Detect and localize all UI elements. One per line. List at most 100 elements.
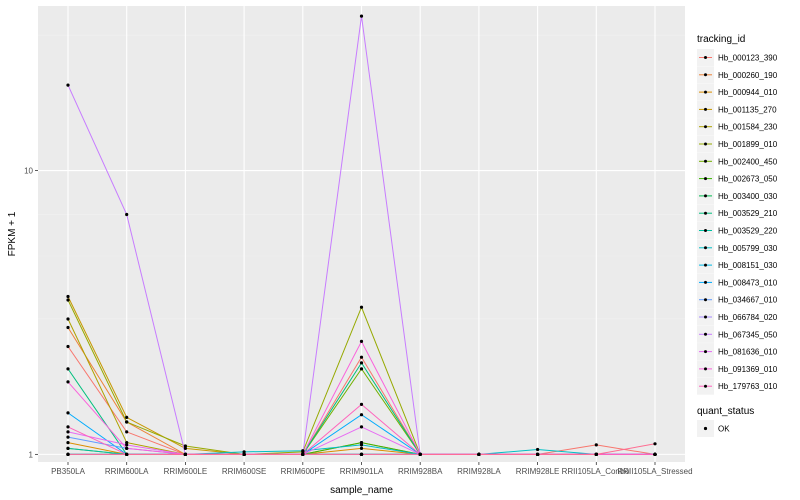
point-legend-key bbox=[697, 420, 714, 437]
legend-point bbox=[704, 350, 707, 354]
data-point bbox=[125, 420, 129, 424]
legend-label: Hb_000944_010 bbox=[718, 88, 778, 97]
x-tick-label: RRIM600PE bbox=[281, 467, 325, 476]
legend-point bbox=[704, 298, 707, 302]
data-point bbox=[418, 452, 422, 456]
data-point bbox=[359, 367, 364, 371]
legend-point bbox=[704, 107, 707, 111]
legend-point bbox=[704, 384, 707, 388]
x-tick-label: RRIM928LE bbox=[516, 467, 560, 476]
data-point bbox=[359, 305, 364, 309]
data-point bbox=[125, 212, 129, 217]
legend-point bbox=[704, 211, 707, 215]
data-point bbox=[242, 450, 246, 454]
legend-label: Hb_003400_030 bbox=[718, 192, 778, 201]
y-tick-label: 10 bbox=[24, 167, 33, 176]
data-points bbox=[66, 14, 657, 456]
data-point bbox=[66, 435, 70, 439]
data-point bbox=[66, 298, 70, 302]
x-tick-label: RRIM928LA bbox=[457, 467, 501, 476]
x-tick-label: RRIM928BA bbox=[398, 467, 443, 476]
legend-point bbox=[704, 367, 707, 371]
data-point bbox=[594, 443, 598, 447]
legend-items: Hb_000123_390 Hb_000260_190 Hb_000944_010 H… bbox=[697, 49, 778, 395]
data-point bbox=[536, 447, 540, 452]
data-point bbox=[183, 446, 187, 450]
legend-label: Hb_001584_230 bbox=[718, 123, 778, 132]
data-point bbox=[125, 446, 129, 450]
legend-label: Hb_002673_050 bbox=[718, 175, 778, 184]
data-point bbox=[359, 425, 364, 429]
point-legend-swatch bbox=[703, 426, 708, 431]
data-point bbox=[359, 339, 364, 343]
legend-label: Hb_081636_010 bbox=[718, 348, 778, 357]
legend-label: Hb_001135_270 bbox=[718, 105, 777, 114]
legend-label: Hb_008473_010 bbox=[718, 278, 778, 287]
legend-label: Hb_034667_010 bbox=[718, 296, 778, 305]
y-tick-label: 1 bbox=[29, 450, 34, 459]
data-point bbox=[66, 294, 70, 299]
data-point bbox=[359, 413, 364, 417]
data-point bbox=[359, 446, 364, 450]
data-point bbox=[359, 402, 364, 406]
legend-point bbox=[704, 315, 707, 319]
data-point bbox=[66, 380, 70, 384]
legend-point bbox=[704, 73, 707, 77]
legend-point bbox=[704, 90, 707, 94]
data-point bbox=[183, 452, 187, 456]
data-point bbox=[125, 430, 129, 434]
data-point bbox=[66, 411, 70, 415]
data-point bbox=[359, 443, 364, 447]
data-point bbox=[125, 452, 129, 456]
legend-label: Hb_008151_030 bbox=[718, 261, 778, 270]
y-axis-label: FPKM + 1 bbox=[7, 211, 18, 256]
data-point bbox=[66, 441, 70, 445]
legend-label: Hb_005799_030 bbox=[718, 244, 778, 253]
point-legend-title: quant_status bbox=[697, 406, 754, 417]
legend-label: Hb_179763_010 bbox=[718, 382, 778, 391]
legend-label: Hb_003529_210 bbox=[718, 209, 778, 218]
data-point bbox=[359, 361, 364, 365]
data-point bbox=[359, 14, 364, 18]
data-point bbox=[125, 415, 129, 419]
data-point bbox=[66, 83, 70, 87]
data-point bbox=[359, 452, 364, 456]
data-point bbox=[66, 425, 70, 429]
legend-point bbox=[704, 56, 707, 59]
legend-point bbox=[704, 125, 707, 129]
data-point bbox=[66, 446, 70, 450]
x-tick-label: RRIM600SE bbox=[222, 467, 266, 476]
data-point bbox=[66, 344, 70, 349]
legend-point bbox=[704, 159, 707, 163]
data-point bbox=[653, 452, 657, 456]
legend-point bbox=[704, 177, 707, 181]
data-point bbox=[125, 441, 129, 445]
legend-label: Hb_001899_010 bbox=[718, 140, 778, 149]
grid bbox=[38, 6, 685, 462]
legend-point bbox=[704, 280, 707, 284]
legend-label: Hb_002400_450 bbox=[718, 157, 778, 166]
legend-point bbox=[704, 332, 707, 336]
x-tick-label: RRII105LA_Stressed bbox=[617, 467, 692, 476]
x-tick-label: PB350LA bbox=[51, 467, 85, 476]
data-point bbox=[125, 443, 129, 447]
x-tick-label: RRII105LA_Control bbox=[562, 467, 632, 476]
data-point bbox=[359, 355, 364, 359]
legend-label: Hb_067345_050 bbox=[718, 330, 778, 339]
data-point bbox=[301, 449, 305, 453]
legend-title: tracking_id bbox=[697, 34, 745, 45]
legend-point bbox=[704, 246, 707, 250]
data-point bbox=[477, 452, 481, 456]
legend-label: Hb_066784_020 bbox=[718, 313, 778, 322]
legend-label: Hb_000123_390 bbox=[718, 54, 778, 63]
legend-point bbox=[704, 263, 707, 267]
x-tick-label: RRIM600LE bbox=[164, 467, 208, 476]
x-tick-label: RRIM901LA bbox=[340, 467, 384, 476]
legend: tracking_id Hb_000123_390Hb_000260_190Hb… bbox=[697, 34, 778, 437]
data-point bbox=[66, 430, 70, 434]
data-point bbox=[66, 325, 70, 330]
legend-point bbox=[704, 142, 707, 146]
data-point bbox=[66, 317, 70, 321]
data-point bbox=[301, 452, 305, 456]
